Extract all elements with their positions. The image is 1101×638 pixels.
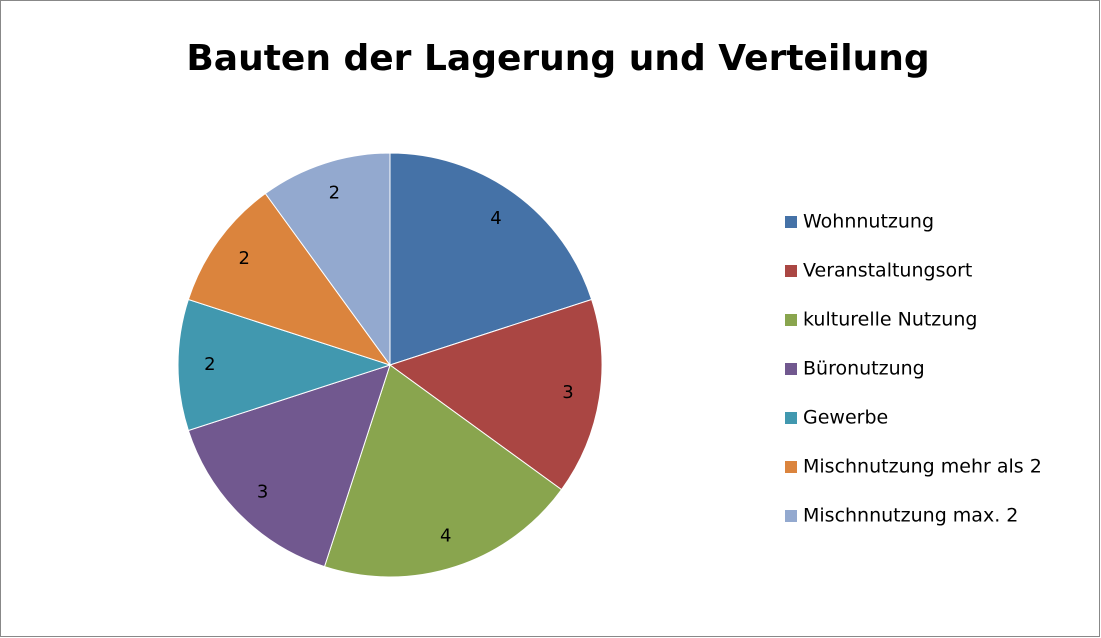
data-label: 4 xyxy=(490,208,501,229)
pie-slice xyxy=(323,364,563,578)
legend-swatch xyxy=(785,412,797,424)
chart-title: Bauten der Lagerung und Verteilung xyxy=(186,38,929,79)
data-label: 2 xyxy=(204,354,215,375)
legend-swatch xyxy=(785,363,797,375)
legend-label: Wohnnutzung xyxy=(803,211,934,233)
pie-slice xyxy=(187,364,391,568)
legend-label: Mischnnutzung max. 2 xyxy=(803,505,1018,527)
data-label: 2 xyxy=(238,248,249,269)
data-label: 3 xyxy=(257,481,268,502)
legend-label: Mischnutzung mehr als 2 xyxy=(803,456,1042,478)
legend-swatch xyxy=(785,265,797,277)
legend-swatch xyxy=(785,216,797,228)
legend-label: Büronutzung xyxy=(803,358,925,380)
pie-slice xyxy=(389,152,593,366)
legend-swatch xyxy=(785,461,797,473)
pie-slice xyxy=(264,152,391,367)
data-label: 3 xyxy=(562,382,573,403)
pie-slice xyxy=(187,192,392,366)
legend-swatch xyxy=(785,314,797,326)
legend-label: Veranstaltungsort xyxy=(803,260,972,282)
legend-label: Gewerbe xyxy=(803,407,888,429)
pie-slice xyxy=(177,298,392,432)
legend-label: kulturelle Nutzung xyxy=(803,309,977,331)
pie-slice xyxy=(388,298,603,491)
data-label: 2 xyxy=(329,183,340,204)
legend-swatch xyxy=(785,510,797,522)
data-label: 4 xyxy=(440,525,451,546)
